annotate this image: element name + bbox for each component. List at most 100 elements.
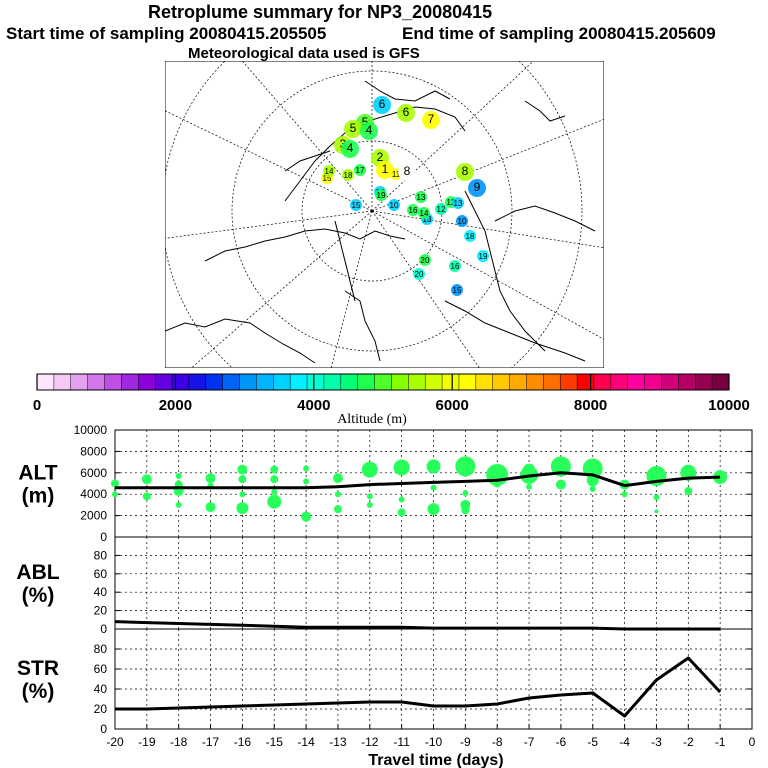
scatter-point — [430, 484, 437, 491]
map-point-label: 8 — [404, 164, 411, 178]
scatter-point — [555, 479, 566, 490]
map-point — [435, 203, 447, 215]
x-tick-label: -17 — [202, 735, 220, 749]
colorbar-swatch — [290, 374, 308, 390]
map-point — [375, 189, 387, 201]
colorbar-swatch — [70, 374, 88, 390]
colorbar-tick-label: 4000 — [297, 397, 330, 414]
colorbar-swatch — [104, 374, 122, 390]
x-tick-label: -3 — [651, 735, 662, 749]
end-time-label: End time of sampling 20080415.205609 — [402, 24, 716, 43]
colorbar-swatch — [323, 374, 342, 390]
scatter-point — [303, 465, 310, 472]
colorbar-swatch — [560, 374, 578, 390]
y-axis-label: ABL — [16, 561, 59, 584]
map-point-label: 19 — [479, 252, 488, 261]
scatter-point — [236, 502, 249, 515]
map-point — [354, 164, 366, 176]
polar-map: 6675543421891011121315161718192020161213… — [165, 61, 604, 368]
scatter-point — [112, 491, 118, 498]
map-point — [341, 140, 359, 158]
colorbar-swatch — [188, 374, 207, 390]
map-point — [464, 230, 476, 242]
chart-panels: 0200040006000800010000ALT(m)020406080ABL… — [16, 423, 755, 768]
x-tick-label: -14 — [297, 735, 315, 749]
series-line — [115, 656, 722, 718]
y-tick-label: 6000 — [80, 466, 107, 480]
x-tick-label: -15 — [266, 735, 284, 749]
scatter-point — [654, 509, 659, 514]
map-point-label: 17 — [356, 166, 365, 175]
map-point-label: 15 — [453, 286, 462, 295]
map-point — [376, 161, 394, 179]
map-point-label: 12 — [437, 205, 446, 214]
map-point — [452, 197, 464, 209]
map-point-label: 11 — [392, 170, 401, 179]
scatter-point — [141, 474, 152, 485]
map-point-label: 1 — [382, 162, 389, 176]
scatter-point — [461, 506, 470, 515]
map-point — [413, 268, 425, 280]
y-tick-label: 40 — [94, 585, 108, 599]
colorbar-swatch — [121, 374, 139, 390]
scatter-point — [397, 508, 406, 517]
y-tick-label: 60 — [94, 662, 108, 676]
colorbar-swatch — [526, 374, 544, 390]
colorbar-swatch — [661, 374, 679, 390]
y-tick-label: 20 — [94, 702, 108, 716]
map-point — [388, 199, 400, 211]
scatter-point — [455, 456, 476, 477]
map-point — [342, 169, 354, 181]
scatter-point — [550, 456, 571, 477]
series-line — [115, 471, 721, 490]
colorbar-swatch — [357, 374, 375, 390]
map-point — [398, 163, 416, 181]
colorbar-swatch — [577, 374, 595, 390]
colorbar-swatch — [492, 374, 510, 390]
scatter-point — [462, 490, 469, 497]
map-point — [419, 254, 431, 266]
x-tick-label: -16 — [234, 735, 252, 749]
scatter-point — [142, 492, 151, 501]
scatter-point — [366, 501, 373, 508]
scatter-point — [301, 511, 312, 522]
x-tick-label: -11 — [393, 735, 410, 749]
map-point — [415, 191, 427, 203]
colorbar-swatch — [307, 374, 325, 390]
x-tick-label: -9 — [460, 735, 471, 749]
x-tick-label: -8 — [492, 735, 503, 749]
map-point-labels: 6675543421891011121315161718192020161213… — [321, 96, 489, 296]
y-axis-label: (%) — [22, 584, 55, 607]
map-point-label: 13 — [417, 193, 426, 202]
scatter-point — [621, 491, 628, 498]
y-tick-label: 8000 — [80, 444, 107, 458]
x-tick-label: -10 — [425, 735, 443, 749]
colorbar-tick-label: 8000 — [574, 397, 607, 414]
colorbar-swatch — [644, 374, 662, 390]
meteo-label: Meteorological data used is GFS — [188, 45, 420, 62]
scatter-point — [334, 491, 341, 498]
y-tick-label: 0 — [100, 622, 107, 636]
colorbar-swatch — [627, 374, 645, 390]
map-point-label: 18 — [344, 171, 353, 180]
map-point-label: 16 — [451, 262, 460, 271]
map-point-label: 19 — [377, 191, 386, 200]
colorbar-swatch — [543, 374, 561, 390]
colorbar-swatch — [408, 374, 426, 390]
scatter-point — [239, 491, 246, 498]
series-line — [114, 620, 721, 631]
x-tick-label: -12 — [361, 735, 379, 749]
y-axis-label: (m) — [22, 485, 55, 508]
colorbar-tick-label: 0 — [33, 397, 41, 414]
colorbar-swatch — [374, 374, 392, 390]
scatter-point — [393, 459, 410, 476]
colorbar-swatch — [593, 374, 612, 390]
scatter-point — [267, 494, 282, 509]
scatter-point — [111, 479, 119, 488]
map-point-label: 15 — [323, 174, 332, 183]
panel-alt: 0 2000 4000 6000 8000 10000 ALT(m) — [18, 423, 753, 544]
colorbar-swatch — [340, 374, 358, 390]
map-point-label: 7 — [428, 112, 435, 126]
